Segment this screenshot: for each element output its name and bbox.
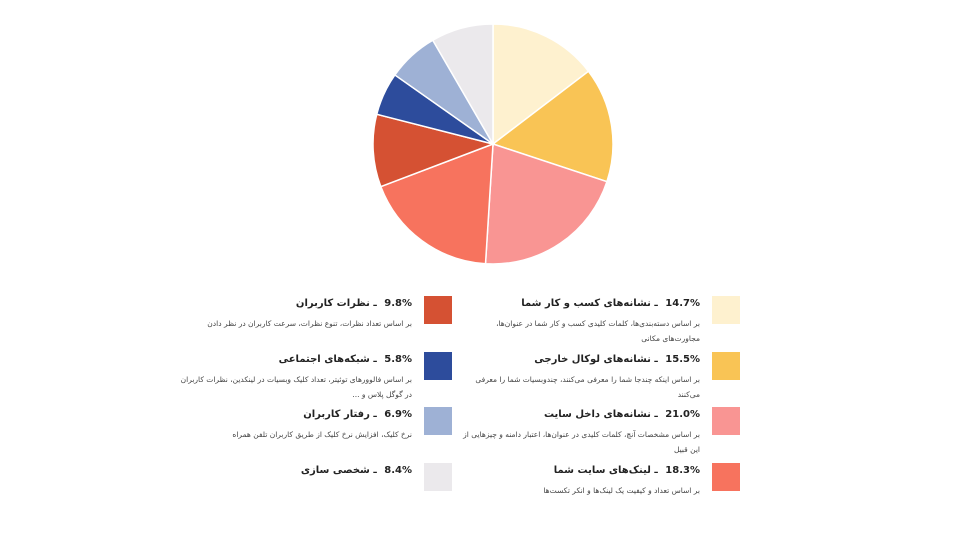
legend-item-1: 15.5% ـ نشانه‌های لوکال خارجی بر اساس این… xyxy=(420,352,740,412)
legend-percent: 9.8% xyxy=(384,298,412,309)
legend-description: نرخ کلیک، افزایش نرخ کلیک از طریق کاربرا… xyxy=(232,430,412,439)
legend-percent: 18.3% xyxy=(665,465,700,476)
legend-swatch xyxy=(712,352,740,380)
legend-percent: 15.5% xyxy=(665,354,700,365)
legend-percent: 5.8% xyxy=(384,354,412,365)
legend-item-4: 9.8% ـ نظرات کاربران بر اساس تعداد نظرات،… xyxy=(132,296,452,356)
legend-percent: 6.9% xyxy=(384,409,412,420)
legend-title: 6.9% ـ رفتار کاربران xyxy=(303,409,412,420)
legend-title: 9.8% ـ نظرات کاربران xyxy=(295,298,412,309)
legend-label: شبکه‌های اجتماعی xyxy=(278,354,370,365)
legend-percent: 8.4% xyxy=(384,465,412,476)
legend-title: 8.4% ـ شخصی سازی xyxy=(300,465,412,476)
legend-swatch xyxy=(424,352,452,380)
legend-item-3: 18.3% ـ لینک‌های سایت شما بر اساس تعداد و… xyxy=(420,463,740,523)
pie-slice-4 xyxy=(372,113,496,188)
legend-swatch xyxy=(424,407,452,435)
legend-swatch xyxy=(424,296,452,324)
legend-item-0: 14.7% ـ نشانه‌های کسب و کار شما بر اساس د… xyxy=(420,296,740,356)
legend-label: نشانه‌های کسب و کار شما xyxy=(521,298,651,309)
legend-title: 18.3% ـ لینک‌های سایت شما xyxy=(553,465,700,476)
legend-label: لینک‌های سایت شما xyxy=(553,465,651,476)
legend-label: شخصی سازی xyxy=(300,465,370,476)
legend-item-5: 5.8% ـ شبکه‌های اجتماعی بر اساس فالوورهای… xyxy=(132,352,452,412)
legend-description: بر اساس تعداد نظرات، تنوع نظرات، سرعت کا… xyxy=(207,319,412,328)
pie-slice-1 xyxy=(491,70,614,183)
legend-swatch xyxy=(712,296,740,324)
legend-swatch xyxy=(712,463,740,491)
legend-description: بر اساس مشخصات آنچ، کلمات کلیدی در عنوان… xyxy=(463,430,700,454)
legend-label: نشانه‌های لوکال خارجی xyxy=(534,354,651,365)
pie-slice-2 xyxy=(484,142,608,265)
legend-label: رفتار کاربران xyxy=(303,409,370,420)
legend-title: 14.7% ـ نشانه‌های کسب و کار شما xyxy=(521,298,700,309)
legend-title: 5.8% ـ شبکه‌های اجتماعی xyxy=(278,354,412,365)
legend-title: 21.0% ـ نشانه‌های داخل سایت xyxy=(543,409,700,420)
legend-description: بر اساس دسته‌بندی‌ها، کلمات کلیدی کسب و … xyxy=(496,319,700,343)
legend-percent: 14.7% xyxy=(665,298,700,309)
legend-percent: 21.0% xyxy=(665,409,700,420)
legend-item-2: 21.0% ـ نشانه‌های داخل سایت بر اساس مشخصا… xyxy=(420,407,740,467)
legend-swatch xyxy=(424,463,452,491)
legend-swatch xyxy=(712,407,740,435)
pie-slice-7 xyxy=(431,23,494,147)
legend-description: بر اساس فالوورهای توئیتر، تعداد کلیک وبس… xyxy=(180,375,412,399)
legend-item-7: 8.4% ـ شخصی سازی xyxy=(132,463,452,523)
pie-slice-3 xyxy=(379,142,494,265)
legend-description: بر اساس اینکه چندجا شما را معرفی می‌کنند… xyxy=(475,375,700,399)
pie-slice-0 xyxy=(492,23,590,146)
legend-item-6: 6.9% ـ رفتار کاربران نرخ کلیک، افزایش نرخ… xyxy=(132,407,452,467)
legend-title: 15.5% ـ نشانه‌های لوکال خارجی xyxy=(534,354,700,365)
legend-label: نشانه‌های داخل سایت xyxy=(543,409,651,420)
pie-chart xyxy=(372,23,614,265)
legend-description: بر اساس تعداد و کیفیت یک لینک‌ها و انکر … xyxy=(543,486,700,495)
legend-label: نظرات کاربران xyxy=(295,298,370,309)
